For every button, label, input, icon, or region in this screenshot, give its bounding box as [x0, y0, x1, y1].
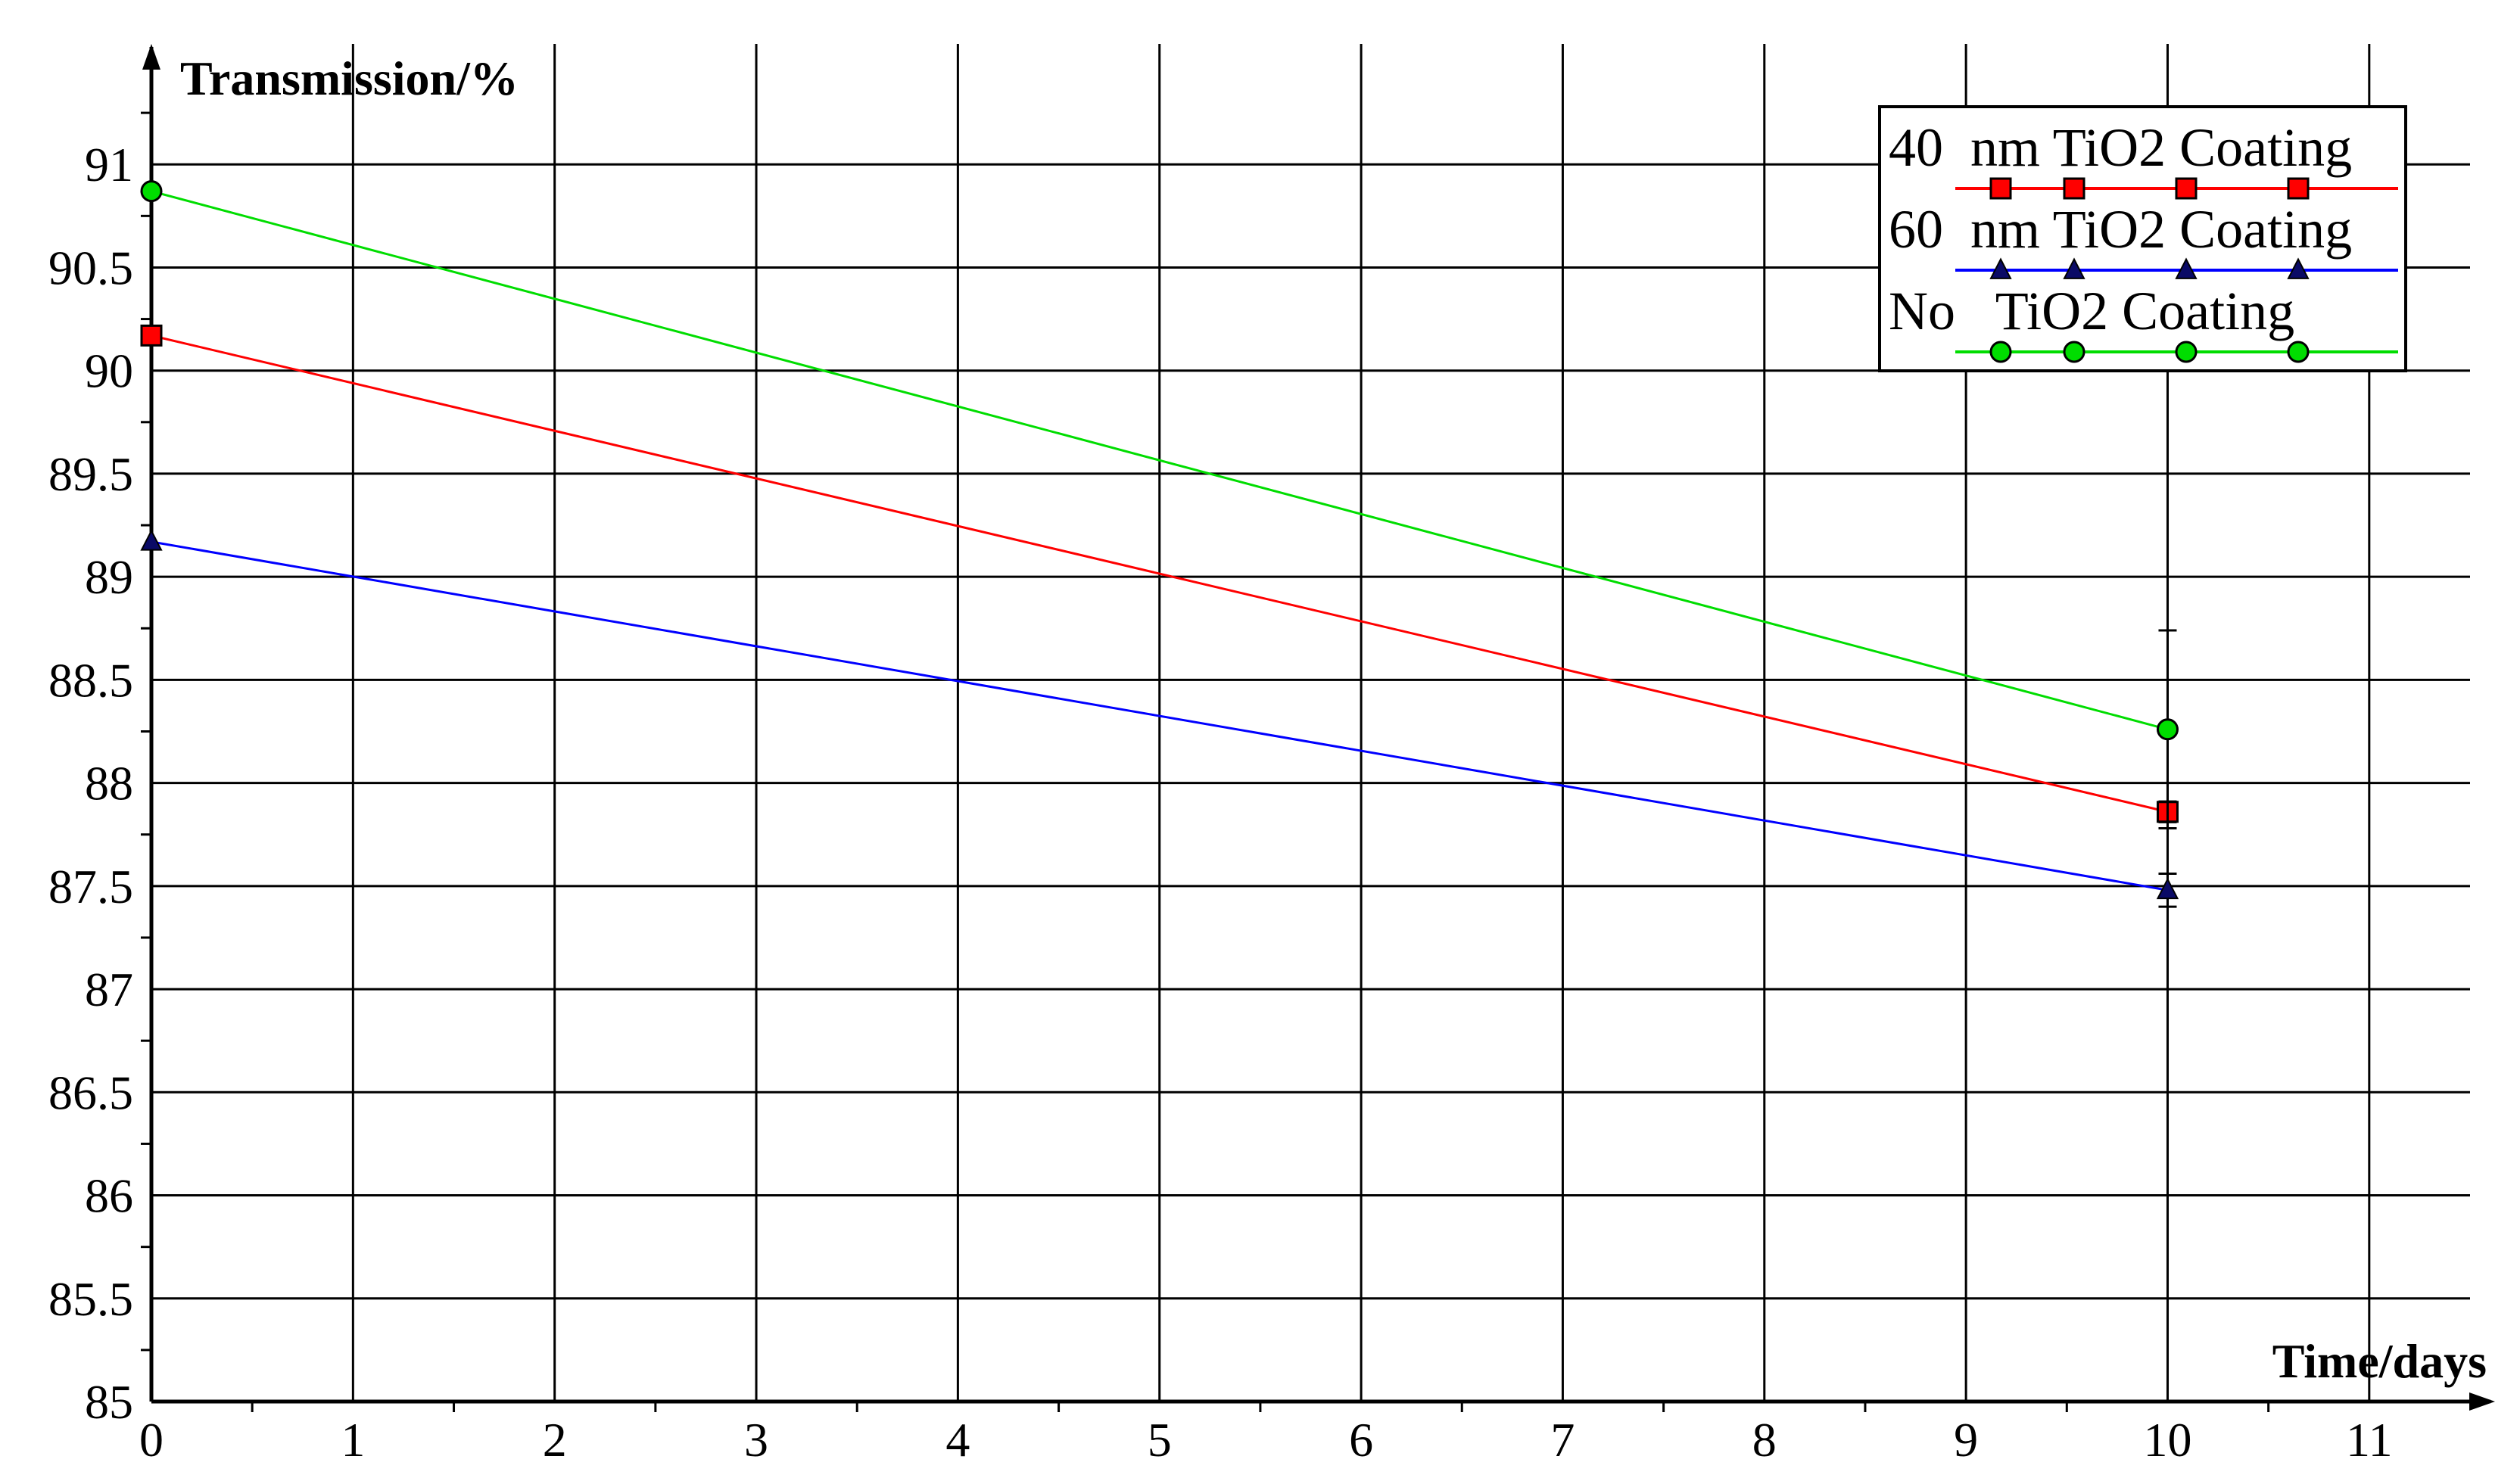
data-point-marker — [140, 324, 163, 347]
data-point-marker — [2063, 177, 2085, 200]
x-axis-title: Time/days — [2272, 1334, 2487, 1388]
legend: 40 nm TiO2 Coating 60 nm TiO2 Coating No T… — [1878, 105, 2407, 372]
y-tick-label: 85 — [85, 1375, 133, 1429]
x-tick-label: 6 — [1349, 1413, 1373, 1467]
y-tick-label: 88.5 — [48, 653, 133, 707]
y-axis-arrow — [142, 44, 160, 70]
legend-label: 60 nm TiO2 Coating — [1889, 199, 2352, 260]
y-tick-label: 90 — [85, 344, 133, 398]
data-point-marker — [2063, 341, 2085, 363]
y-tick-label: 90.5 — [48, 241, 133, 294]
data-point-marker — [2063, 257, 2085, 279]
data-point-marker — [2287, 177, 2310, 200]
y-tick-label: 85.5 — [48, 1272, 133, 1326]
x-tick-label: 3 — [744, 1413, 768, 1467]
x-tick-label: 10 — [2143, 1413, 2191, 1467]
y-axis-title: Transmission/% — [180, 51, 519, 105]
x-tick-label: 8 — [1752, 1413, 1777, 1467]
data-point-marker — [2156, 877, 2179, 900]
series-1 — [140, 529, 2179, 908]
data-point-marker — [2175, 177, 2198, 200]
data-point-marker — [2156, 718, 2179, 741]
x-tick-label: 2 — [543, 1413, 567, 1467]
tick-labels: 0 1 2 3 4 5 6 7 8 9 10 118585.58686.58787.58888.589… — [48, 138, 2393, 1467]
x-tick-label: 0 — [139, 1413, 164, 1467]
y-tick-label: 86.5 — [48, 1066, 133, 1119]
x-tick-label: 11 — [2346, 1413, 2393, 1467]
series-line — [151, 190, 2168, 731]
data-point-marker — [2287, 341, 2310, 363]
y-tick-label: 86 — [85, 1169, 133, 1223]
legend-label: No TiO2 Coating — [1889, 281, 2294, 341]
data-point-marker — [1989, 341, 2012, 363]
data-point-marker — [1989, 257, 2012, 279]
y-tick-label: 88 — [85, 757, 133, 811]
y-tick-label: 87 — [85, 963, 133, 1016]
x-axis-arrow — [2469, 1392, 2495, 1411]
data-point-marker — [1989, 177, 2012, 200]
data-point-marker — [2175, 341, 2198, 363]
data-point-marker — [2175, 257, 2198, 279]
y-tick-label: 89.5 — [48, 447, 133, 501]
x-tick-label: 4 — [945, 1413, 970, 1467]
x-tick-label: 9 — [1954, 1413, 1978, 1467]
x-tick-label: 5 — [1148, 1413, 1172, 1467]
legend-label: 40 nm TiO2 Coating — [1889, 117, 2352, 178]
series-line — [151, 540, 2168, 891]
data-point-marker — [140, 529, 163, 551]
series-line — [151, 334, 2168, 814]
y-tick-label: 91 — [85, 138, 133, 191]
series-2 — [140, 180, 2179, 830]
x-tick-label: 1 — [341, 1413, 365, 1467]
y-tick-label: 87.5 — [48, 860, 133, 913]
axes — [141, 44, 2495, 1412]
y-tick-label: 89 — [85, 550, 133, 604]
data-point-marker — [2287, 257, 2310, 279]
x-tick-label: 7 — [1550, 1413, 1575, 1467]
legend-box — [1878, 105, 2407, 372]
data-point-marker — [140, 180, 163, 203]
series-group — [140, 180, 2179, 908]
